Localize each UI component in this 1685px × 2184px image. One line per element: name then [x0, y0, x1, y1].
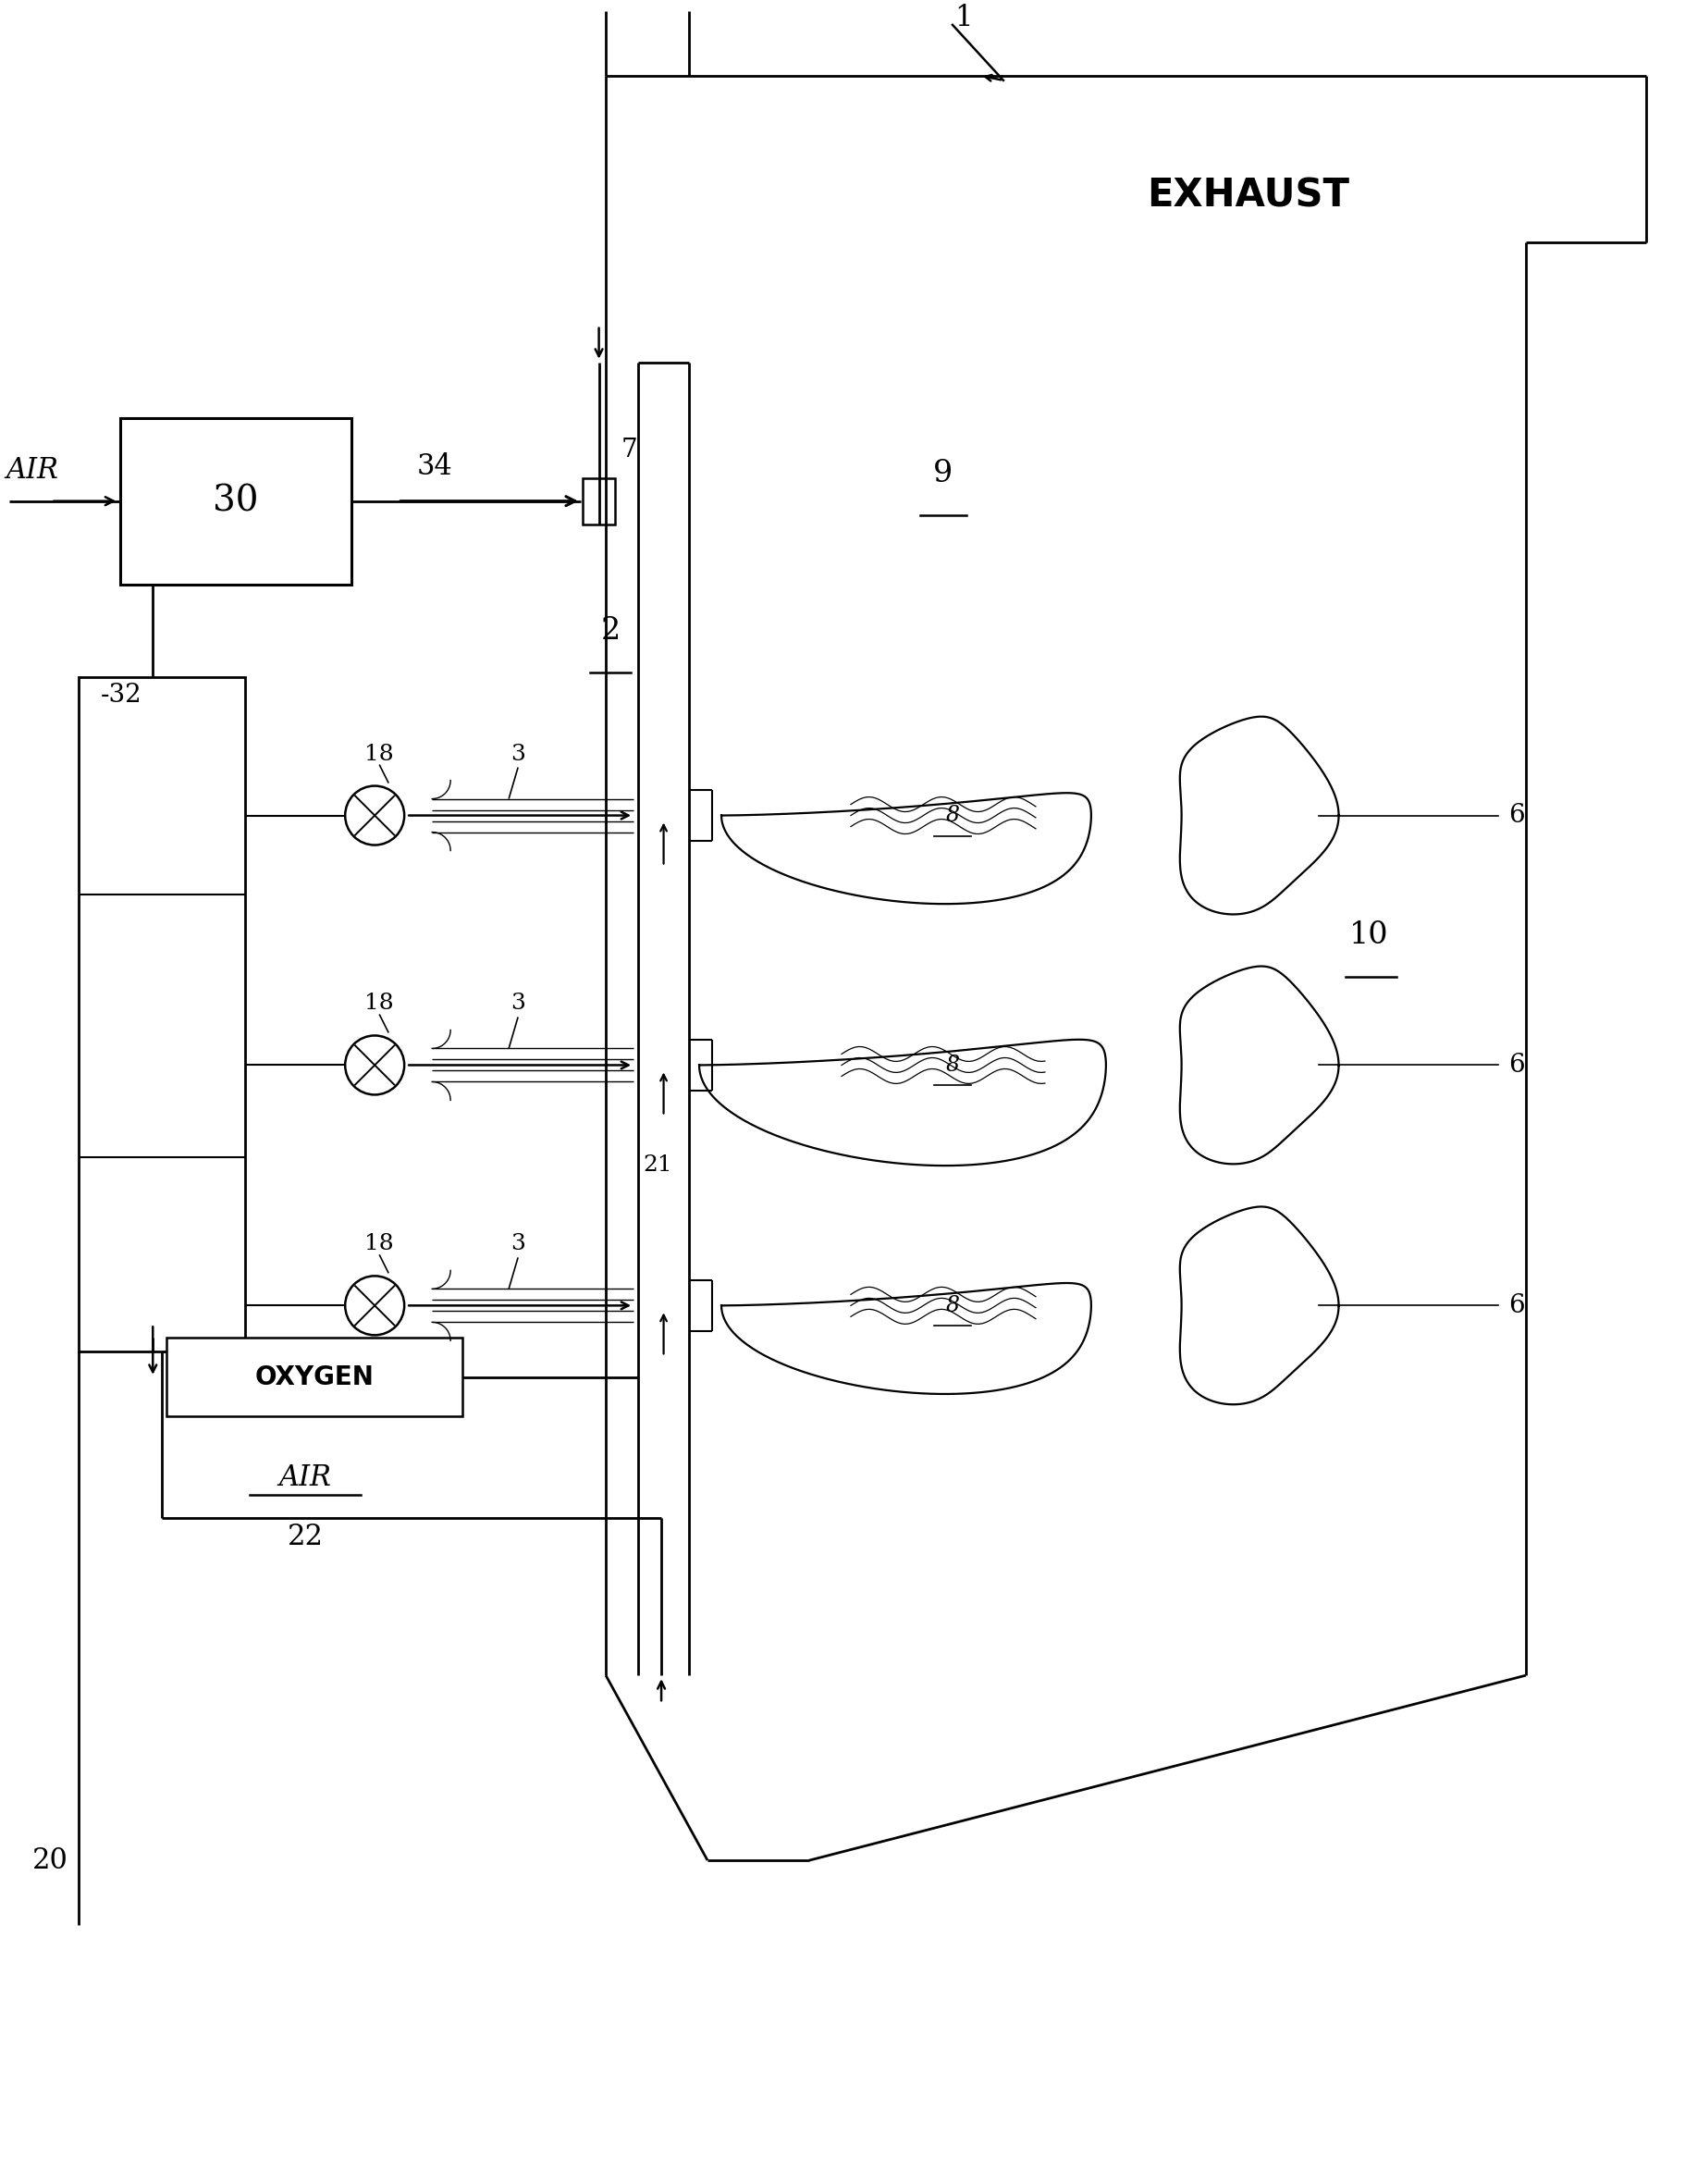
Text: 30: 30: [214, 485, 259, 518]
Text: AIR: AIR: [7, 456, 59, 485]
Text: EXHAUST: EXHAUST: [1147, 177, 1350, 216]
Text: 7: 7: [620, 437, 637, 463]
Text: -32: -32: [101, 684, 142, 708]
Text: 8: 8: [945, 1055, 959, 1077]
Text: 1: 1: [955, 4, 972, 33]
Text: 6: 6: [1508, 804, 1525, 828]
Text: 3: 3: [511, 1234, 526, 1254]
Text: 34: 34: [416, 452, 453, 480]
Bar: [583, 478, 615, 524]
Text: 22: 22: [288, 1522, 324, 1551]
Bar: [167, 1339, 463, 1417]
Text: 8: 8: [945, 1295, 959, 1317]
Text: 21: 21: [642, 1155, 672, 1177]
Text: 20: 20: [32, 1845, 67, 1874]
Text: 10: 10: [1348, 922, 1388, 950]
Bar: [79, 677, 246, 1352]
Text: 18: 18: [364, 1234, 394, 1254]
Text: 18: 18: [364, 994, 394, 1013]
Text: 18: 18: [364, 743, 394, 764]
Text: 6: 6: [1508, 1293, 1525, 1317]
Bar: [121, 417, 352, 585]
Text: 6: 6: [1508, 1053, 1525, 1077]
Text: AIR: AIR: [280, 1463, 332, 1492]
Text: 3: 3: [511, 994, 526, 1013]
Text: OXYGEN: OXYGEN: [254, 1365, 374, 1391]
Text: 3: 3: [511, 743, 526, 764]
Text: 9: 9: [933, 459, 954, 487]
Text: 8: 8: [945, 806, 959, 826]
Text: 2: 2: [600, 616, 620, 644]
